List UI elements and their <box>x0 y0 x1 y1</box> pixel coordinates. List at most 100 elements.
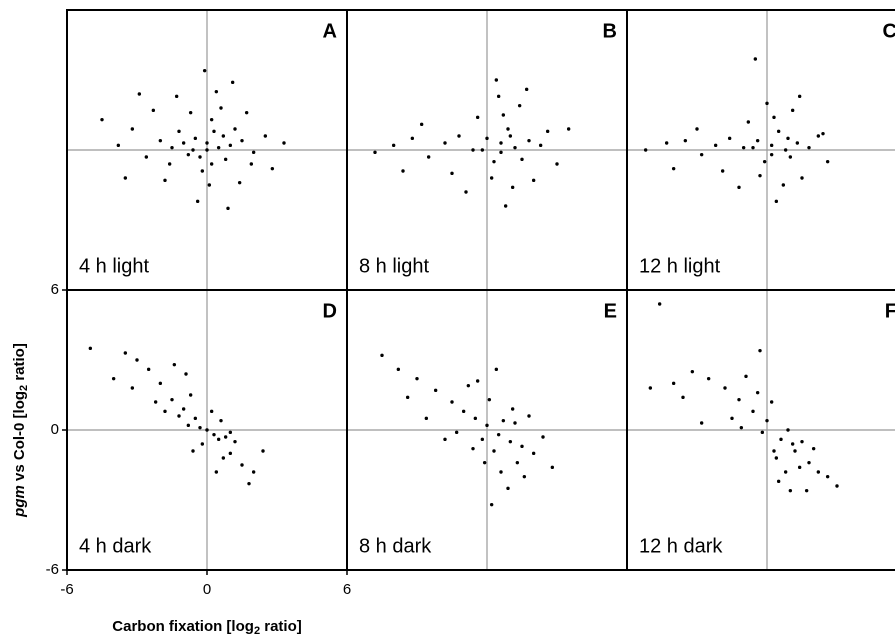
panel <box>347 10 627 290</box>
point <box>513 145 517 150</box>
point <box>475 379 480 383</box>
panel <box>347 290 627 570</box>
point <box>664 141 669 145</box>
point <box>191 449 195 453</box>
panel <box>627 10 895 290</box>
point <box>457 134 461 138</box>
point <box>401 169 405 173</box>
point <box>443 437 447 442</box>
point <box>699 152 704 157</box>
point <box>786 136 790 141</box>
point <box>410 136 415 141</box>
point <box>816 134 821 138</box>
point <box>804 488 809 493</box>
point <box>506 486 510 491</box>
point <box>657 302 662 306</box>
point <box>426 155 431 159</box>
point <box>496 432 501 437</box>
point <box>527 138 531 143</box>
y-axis-title-part: ratio] <box>11 343 28 385</box>
point <box>499 141 503 145</box>
point <box>683 138 688 143</box>
point <box>249 162 254 166</box>
point <box>219 418 223 423</box>
point <box>188 393 193 397</box>
point <box>751 409 755 414</box>
point <box>499 150 503 155</box>
point <box>419 122 424 127</box>
point <box>807 460 811 465</box>
y-tick-label: -6 <box>46 561 59 578</box>
point <box>681 395 685 400</box>
point <box>795 141 800 145</box>
point <box>776 129 781 134</box>
point <box>774 199 779 204</box>
point <box>480 437 485 442</box>
point <box>240 138 244 143</box>
point <box>517 103 522 108</box>
point <box>489 176 494 180</box>
point <box>471 446 475 451</box>
point <box>100 117 104 122</box>
point <box>205 148 209 152</box>
point <box>424 416 429 421</box>
panel-annotation: 4 h light <box>79 255 149 277</box>
point <box>167 162 172 166</box>
panel <box>627 290 895 570</box>
point <box>783 470 788 474</box>
x-axis-title: Carbon fixation [log2 ratio] <box>112 618 301 637</box>
point <box>776 479 781 484</box>
point <box>762 159 767 164</box>
point <box>713 143 718 148</box>
point <box>744 374 748 379</box>
point <box>158 138 163 143</box>
point <box>520 157 524 162</box>
point <box>737 397 741 402</box>
point <box>515 460 520 465</box>
point <box>790 108 795 113</box>
panel-annotation: 8 h light <box>359 255 429 277</box>
point <box>706 376 711 381</box>
point <box>538 143 543 148</box>
point <box>380 353 384 358</box>
point <box>263 134 268 138</box>
point <box>177 129 181 134</box>
point <box>758 348 762 353</box>
point <box>788 155 793 159</box>
point <box>212 129 216 134</box>
point <box>475 115 480 120</box>
point <box>151 108 156 113</box>
point <box>228 143 233 148</box>
point <box>779 437 783 442</box>
point <box>230 80 235 85</box>
point <box>746 120 751 124</box>
point <box>811 446 816 451</box>
point <box>545 129 550 134</box>
point <box>730 416 734 421</box>
point <box>202 68 207 73</box>
point <box>774 456 779 460</box>
point <box>450 400 454 404</box>
point <box>471 148 475 152</box>
point <box>671 381 676 386</box>
y-axis-title-part: pgm <box>11 485 28 518</box>
point <box>510 185 515 190</box>
y-tick-label: 0 <box>51 421 59 438</box>
point <box>200 442 205 446</box>
point <box>174 94 179 99</box>
point <box>212 432 216 437</box>
point <box>228 451 233 456</box>
point <box>209 409 214 414</box>
point <box>188 110 193 115</box>
panel-letter: C <box>883 20 895 42</box>
point <box>163 178 167 183</box>
point <box>146 367 151 372</box>
point <box>186 423 191 428</box>
point <box>158 381 163 386</box>
point <box>492 449 496 453</box>
point <box>184 372 188 376</box>
point <box>494 78 499 82</box>
point <box>415 376 419 381</box>
point <box>270 166 275 171</box>
point <box>510 407 515 411</box>
